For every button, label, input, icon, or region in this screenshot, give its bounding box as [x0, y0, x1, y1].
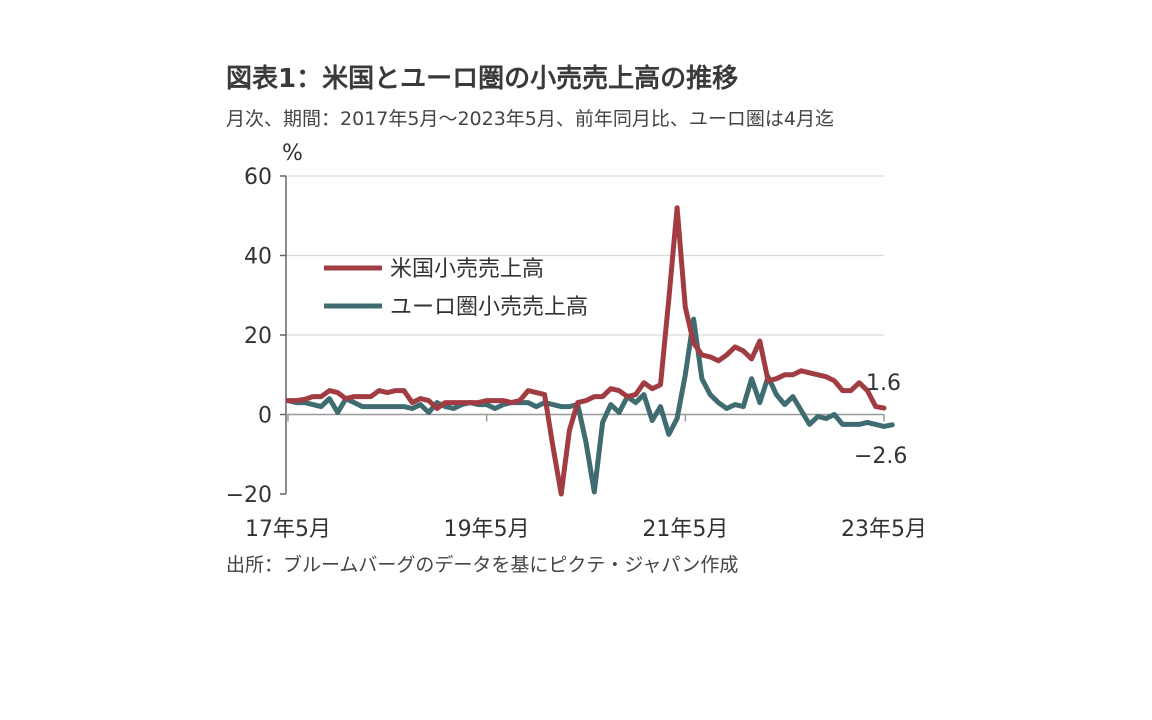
end-labels: 1.6 −2.6	[854, 371, 907, 469]
x-tick-label: 21年5月	[642, 517, 728, 542]
y-tick-labels: 60 40 20 0 −20	[226, 165, 272, 508]
chart-title: 図表1：米国とユーロ圏の小売売上高の推移	[226, 64, 739, 94]
series-lines	[285, 205, 895, 497]
eu-end-label: −2.6	[854, 444, 907, 469]
x-tick-labels: 17年5月 19年5月 21年5月 23年5月	[245, 517, 927, 542]
source-note: 出所：ブルームバーグのデータを基にピクテ・ジャパン作成	[226, 554, 739, 576]
y-tick-label: 20	[244, 324, 272, 349]
y-tick-label: 40	[244, 245, 272, 270]
series-line-0	[285, 205, 887, 497]
legend-label: 米国小売売上高	[390, 257, 544, 282]
y-tick-label: −20	[226, 483, 272, 508]
x-tick-label: 19年5月	[444, 517, 530, 542]
legend-label: ユーロ圏小売売上高	[390, 295, 588, 320]
y-tick-label: 60	[244, 165, 272, 190]
series-line-1	[285, 316, 895, 495]
chart-subtitle: 月次、期間：2017年5月～2023年5月、前年同月比、ユーロ圏は4月迄	[226, 108, 834, 130]
y-unit-label: %	[282, 141, 303, 166]
axes	[280, 175, 885, 495]
x-tick-label: 17年5月	[245, 517, 331, 542]
y-tick-label: 0	[258, 404, 272, 429]
us-end-label: 1.6	[866, 371, 901, 396]
x-tick-label: 23年5月	[841, 517, 927, 542]
